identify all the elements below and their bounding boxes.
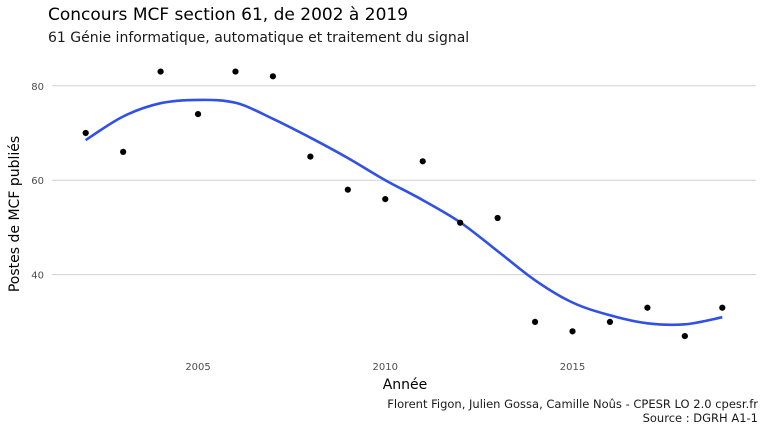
data-point xyxy=(307,153,314,160)
chart-title: Concours MCF section 61, de 2002 à 2019 xyxy=(48,5,409,25)
data-point xyxy=(269,73,277,80)
data-point xyxy=(644,304,651,311)
grid-lines xyxy=(52,85,756,276)
data-point xyxy=(719,304,726,311)
chart-subtitle: 61 Génie informatique, automatique et tr… xyxy=(48,30,470,46)
smooth-trend-line xyxy=(84,98,723,327)
data-points xyxy=(82,68,726,340)
data-point xyxy=(494,214,501,222)
data-point xyxy=(569,328,576,335)
x-axis-title: Année xyxy=(383,377,428,393)
x-tick-label: 2010 xyxy=(373,362,398,373)
data-point xyxy=(419,158,426,165)
data-point xyxy=(531,318,539,326)
data-point xyxy=(681,332,688,340)
y-tick-labels: 40 60 80 xyxy=(31,82,44,282)
y-axis-title: Postes de MCF publiés xyxy=(7,136,23,292)
y-tick-label: 80 xyxy=(31,82,44,93)
data-point xyxy=(344,186,351,193)
x-tick-labels: 2005 2010 2015 xyxy=(185,362,585,373)
y-tick-label: 60 xyxy=(31,176,44,187)
data-point xyxy=(606,318,614,326)
data-point xyxy=(382,196,389,203)
data-point xyxy=(82,129,89,137)
caption: Florent Figon, Julien Gossa, Camille Noû… xyxy=(387,397,758,425)
data-point xyxy=(457,219,464,226)
caption-source: Source : DGRH A1-1 xyxy=(642,411,758,425)
data-point xyxy=(232,68,239,75)
data-point xyxy=(194,110,202,118)
y-tick-label: 40 xyxy=(31,271,44,282)
data-point xyxy=(120,148,127,155)
caption-credits: Florent Figon, Julien Gossa, Camille Noû… xyxy=(387,397,758,411)
data-point xyxy=(157,68,164,75)
x-tick-label: 2015 xyxy=(560,362,585,373)
x-tick-label: 2005 xyxy=(185,362,210,373)
